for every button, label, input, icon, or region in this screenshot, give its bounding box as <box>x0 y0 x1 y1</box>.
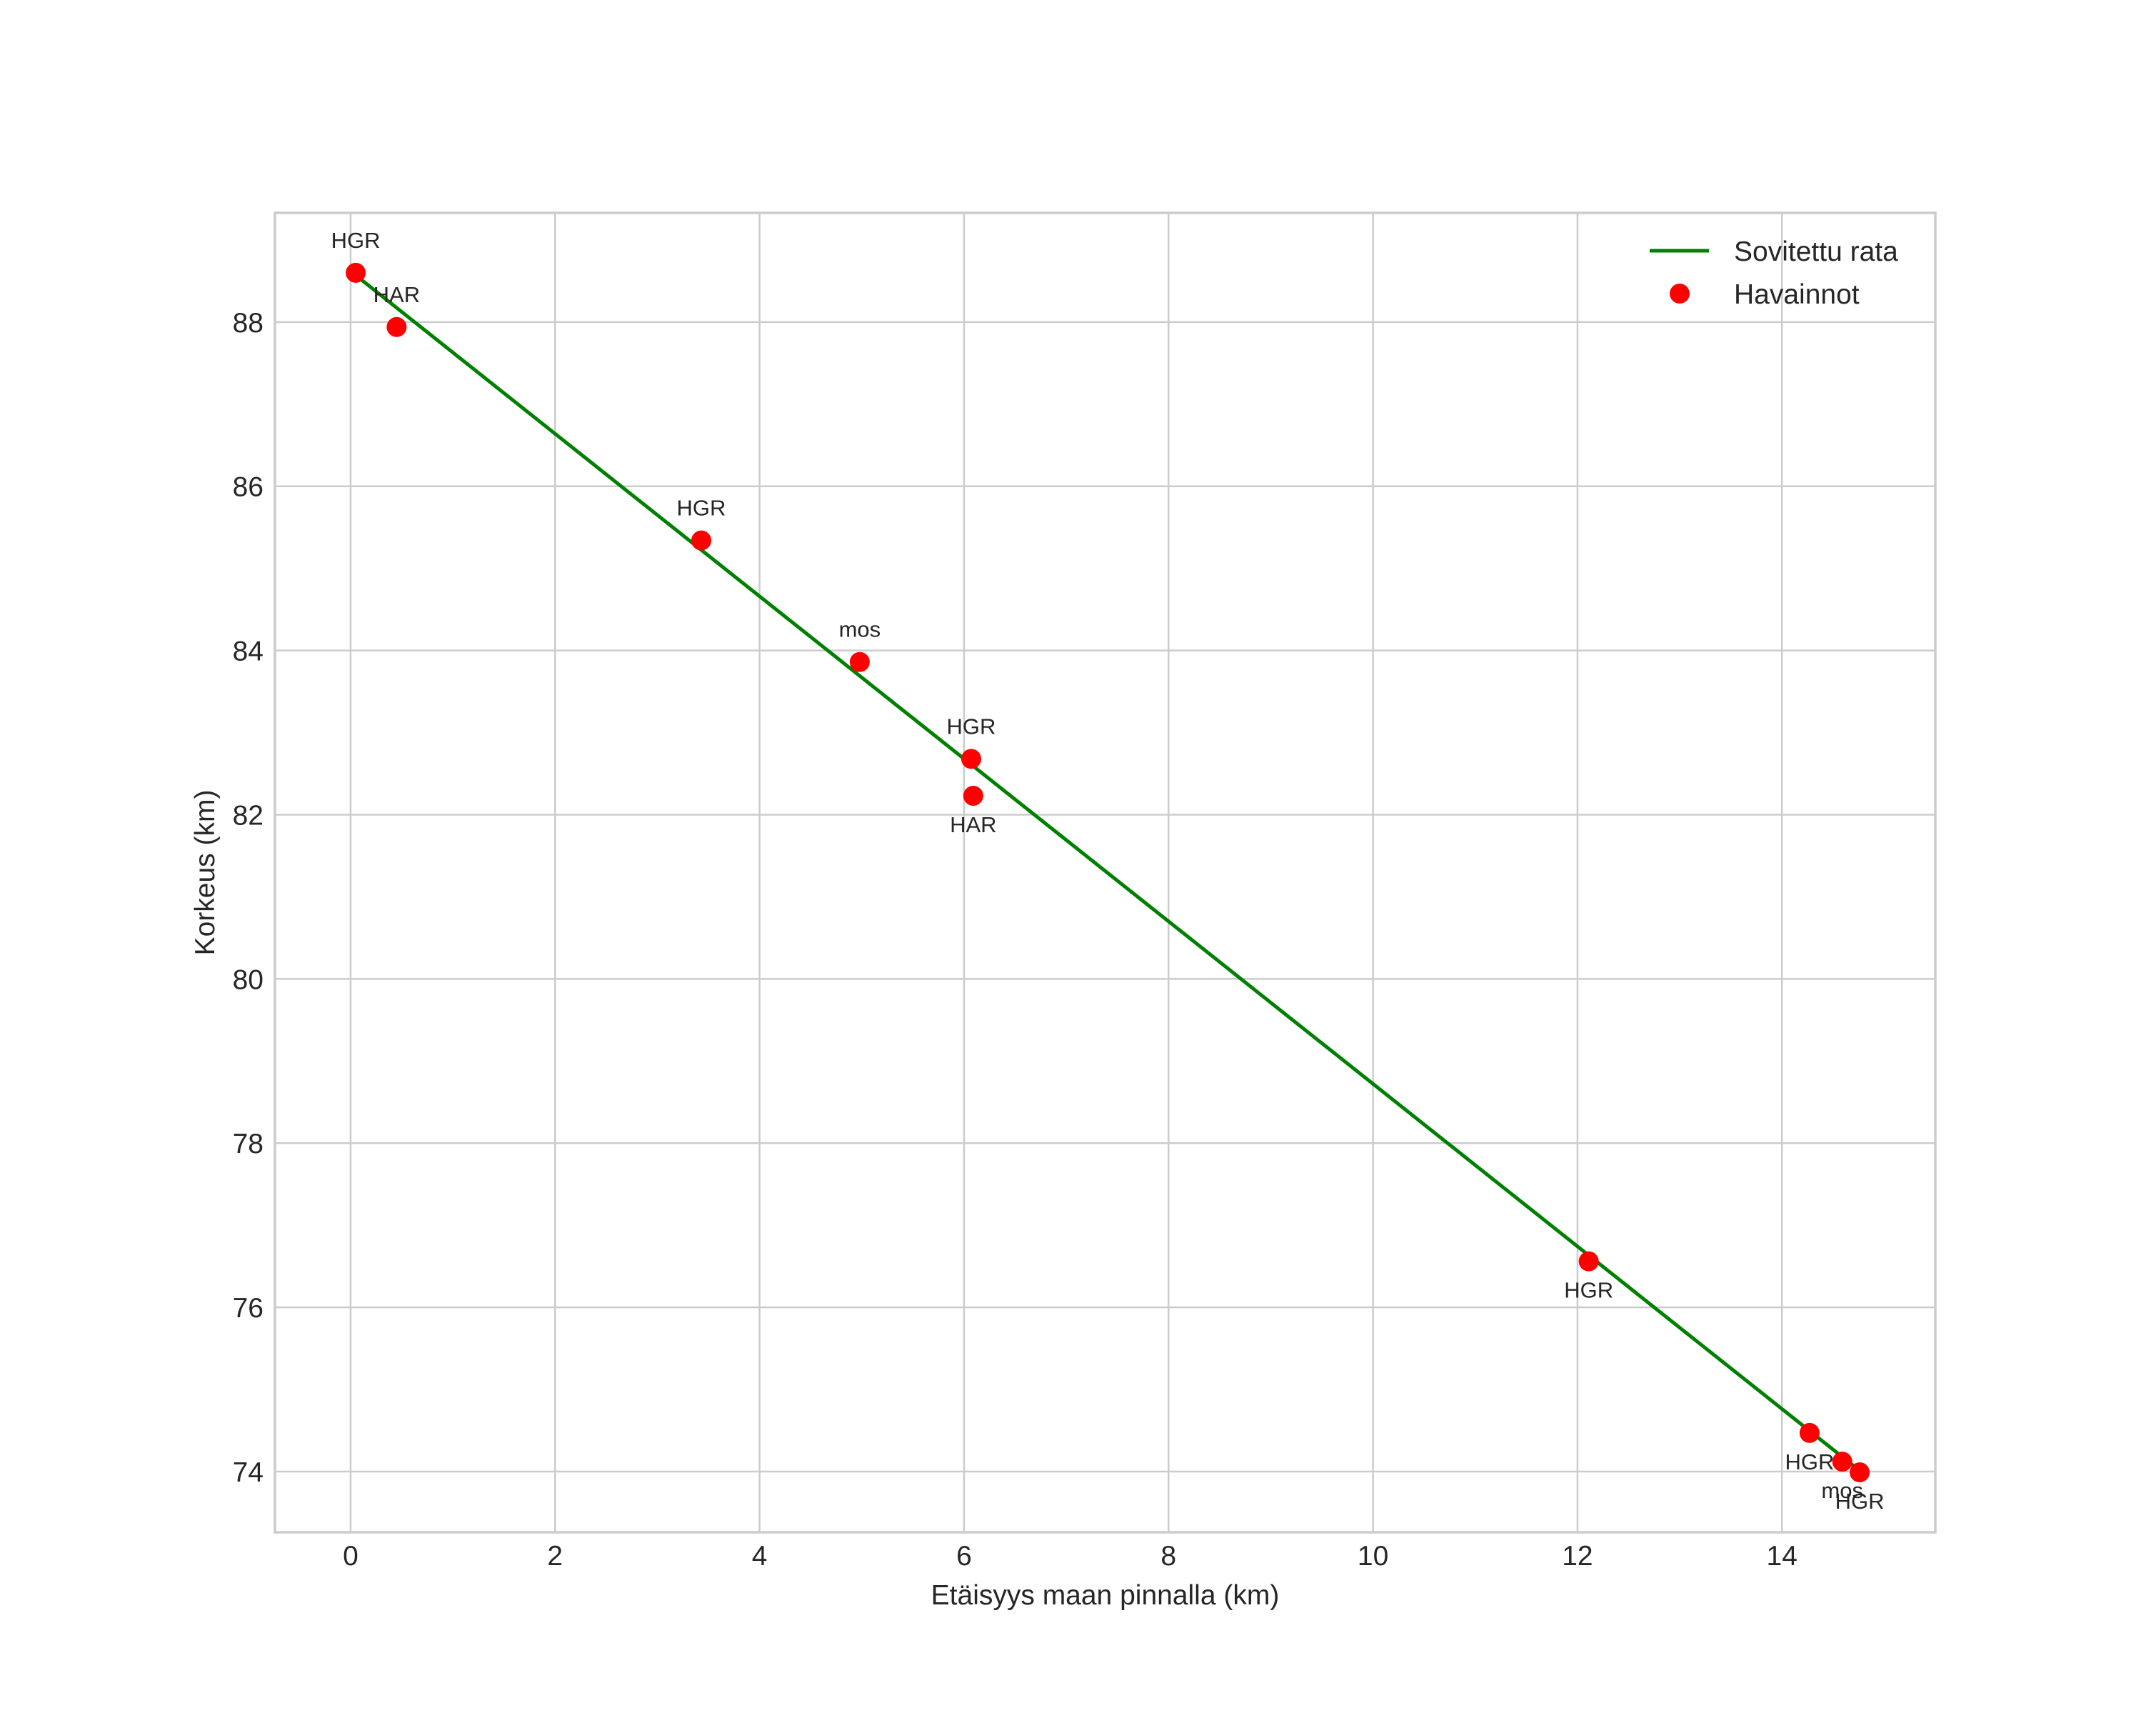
station-label: HGR <box>1785 1449 1834 1474</box>
x-tick-label: 14 <box>1767 1541 1797 1572</box>
legend-marker-swatch <box>1670 284 1690 304</box>
observation-point <box>691 530 711 551</box>
y-tick-label: 80 <box>233 964 264 995</box>
station-label: HAR <box>950 812 996 837</box>
observation-point <box>1799 1422 1820 1443</box>
series-layer <box>346 262 1870 1483</box>
observation-point <box>1832 1452 1852 1472</box>
observation-point <box>961 749 981 769</box>
y-axis-title: Korkeus (km) <box>190 790 221 956</box>
station-label: HGR <box>1835 1489 1885 1514</box>
y-tick-label: 88 <box>233 308 264 339</box>
y-tick-label: 76 <box>233 1293 264 1324</box>
x-axis-title: Etäisyys maan pinnalla (km) <box>931 1580 1280 1611</box>
station-label: mos <box>1821 1478 1863 1503</box>
y-tick-label: 82 <box>233 800 264 831</box>
legend-label-fitted-track: Sovitettu rata <box>1734 236 1898 267</box>
observation-point <box>346 262 366 283</box>
observation-point <box>386 316 407 337</box>
x-tick-label: 6 <box>956 1541 972 1572</box>
station-label: HAR <box>373 282 420 307</box>
observation-point <box>1850 1462 1870 1483</box>
legend-label-observations: Havainnot <box>1734 279 1860 310</box>
station-label: HGR <box>1564 1278 1613 1303</box>
x-tick-label: 8 <box>1160 1541 1176 1572</box>
x-tick-label: 4 <box>752 1541 768 1572</box>
station-label: HGR <box>947 714 996 739</box>
y-tick-label: 74 <box>233 1457 264 1488</box>
observation-point <box>1578 1251 1599 1272</box>
station-label: mos <box>839 617 881 642</box>
y-gridlines <box>275 321 1935 1473</box>
x-gridlines <box>349 213 1783 1532</box>
fitted-track-line <box>354 274 1861 1472</box>
y-tick-label: 86 <box>233 472 264 503</box>
x-axis-ticks: 0 2 4 6 8 10 12 14 <box>343 1541 1797 1572</box>
x-tick-label: 12 <box>1562 1541 1593 1572</box>
y-tick-label: 78 <box>233 1129 264 1159</box>
station-label: HGR <box>677 496 726 521</box>
station-label: HGR <box>331 228 381 253</box>
y-tick-label: 84 <box>233 636 264 667</box>
y-axis-ticks: 74 76 78 80 82 84 86 88 <box>233 308 264 1488</box>
x-tick-label: 10 <box>1358 1541 1388 1572</box>
legend: Sovitettu rata Havainnot <box>1650 236 1898 310</box>
plot-frame <box>274 211 1937 1534</box>
observation-point <box>849 651 870 672</box>
x-tick-label: 2 <box>547 1541 563 1572</box>
observation-point <box>963 786 983 806</box>
x-tick-label: 0 <box>343 1541 359 1572</box>
